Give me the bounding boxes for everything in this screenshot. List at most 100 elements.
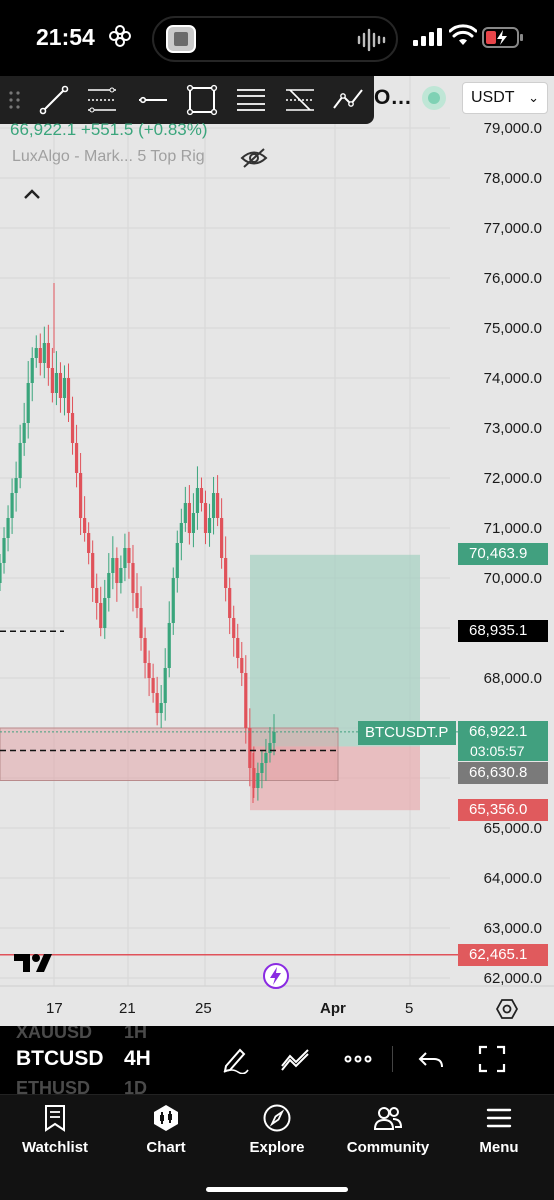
fib-retracement-icon[interactable] [84, 82, 120, 118]
time-axis-tick: Apr [320, 1000, 346, 1017]
candle-body [95, 588, 99, 603]
nav-explore[interactable]: Explore [222, 1095, 332, 1165]
bar-countdown: 03:05:57 [458, 743, 548, 761]
trend-line-icon[interactable] [36, 82, 72, 118]
candle-body [115, 558, 119, 583]
candle-body [163, 668, 167, 703]
chevron-down-icon: ⌄ [528, 90, 539, 105]
nav-chart[interactable]: Chart [111, 1095, 221, 1165]
candle-body [272, 731, 276, 743]
candle-body [123, 548, 127, 568]
currency-select[interactable]: USDT ⌄ [462, 82, 548, 114]
ghost-interval-above: 1H [124, 1026, 148, 1042]
candle-body [151, 678, 155, 693]
price-axis-tick: 63,000.0 [483, 920, 542, 937]
candle-body [26, 383, 30, 423]
candle-body [203, 503, 208, 533]
candle-body [215, 493, 220, 518]
flash-icon[interactable] [262, 962, 290, 990]
tradingview-logo [14, 954, 52, 972]
market-status-icon[interactable] [422, 86, 446, 110]
path-icon[interactable] [330, 82, 366, 118]
price-axis-tick: 72,000.0 [483, 470, 542, 487]
candle-body [171, 578, 175, 623]
price-axis-tick: 71,000.0 [483, 520, 542, 537]
candle-body [38, 348, 42, 363]
symbol-bar: XAUUSD 1H BTCUSD 4H ETHUSD 1D [0, 1026, 554, 1094]
status-bar: 21:54 [0, 0, 554, 76]
time-axis-tick: 21 [119, 1000, 136, 1017]
nav-menu[interactable]: Menu [444, 1095, 554, 1165]
pitchfork-icon[interactable] [282, 82, 318, 118]
symbol-truncated[interactable]: O... [374, 86, 412, 109]
candle-body [50, 368, 54, 393]
candle-body [131, 563, 135, 593]
candle-body [111, 558, 115, 573]
interval-picker[interactable]: 4H [124, 1047, 151, 1070]
hide-indicator-eye-icon[interactable] [240, 146, 268, 170]
indicator-legend[interactable]: LuxAlgo - Mark... 5 Top Rig [12, 148, 205, 165]
candle-body [119, 568, 123, 583]
candle-body [139, 608, 143, 638]
candle-body [268, 743, 272, 753]
menu-icon [486, 1108, 512, 1128]
candle-body [22, 423, 26, 443]
candle-body [0, 563, 2, 583]
candle-body [159, 703, 163, 713]
candle-body [264, 753, 268, 763]
nav-watchlist[interactable]: Watchlist [0, 1095, 110, 1165]
candle-body [135, 593, 139, 608]
symbol-price-label: BTCUSDT.P [358, 721, 456, 745]
ghost-symbol-below: ETHUSD [16, 1078, 91, 1094]
candle-body [6, 518, 10, 538]
island-thumbnail [166, 25, 196, 53]
candle-body [99, 603, 103, 628]
candle-body [46, 343, 50, 368]
candle-body [78, 473, 83, 518]
price-axis-tick: 78,000.0 [483, 170, 542, 187]
compass-icon [263, 1104, 291, 1132]
chart-canvas[interactable] [0, 76, 554, 1026]
order-block-zone [0, 728, 338, 781]
parallel-channel-icon[interactable] [233, 82, 269, 118]
dynamic-island[interactable] [152, 16, 398, 62]
drawing-pen-icon[interactable] [220, 1044, 250, 1074]
fullscreen-icon[interactable] [477, 1044, 507, 1074]
candle-body [10, 493, 14, 518]
candle-body [240, 658, 244, 673]
candle-body [244, 673, 248, 728]
stop-loss-zone [250, 746, 420, 811]
nav-label: Watchlist [21, 1139, 89, 1156]
candle-body [248, 728, 252, 768]
candle-body [236, 638, 240, 658]
chart-settings-icon[interactable] [496, 998, 518, 1020]
stop-loss-price-tag: 65,356.0 [458, 799, 548, 821]
candle-body [224, 558, 228, 588]
candle-body [103, 598, 107, 628]
more-icon[interactable] [343, 1044, 373, 1074]
drag-handle-icon[interactable] [8, 90, 22, 110]
candle-body [127, 548, 131, 563]
chart-area[interactable]: O... USDT ⌄ 66,922.1 +551.5 (+0.83%) Lux… [0, 76, 554, 1026]
horizontal-line-icon[interactable] [135, 82, 171, 118]
ghost-interval-below: 1D [124, 1078, 148, 1094]
nav-label: Explore [249, 1139, 305, 1156]
candle-body [167, 623, 171, 668]
nav-community[interactable]: Community [333, 1095, 443, 1165]
price-axis-tick: 74,000.0 [483, 370, 542, 387]
candle-body [87, 533, 91, 553]
indicators-icon[interactable] [280, 1044, 310, 1074]
undo-icon[interactable] [416, 1044, 446, 1074]
collapse-legend-chevron-icon[interactable] [20, 184, 44, 204]
candle-body [66, 378, 71, 413]
home-indicator [206, 1187, 348, 1192]
candle-body [34, 348, 38, 358]
community-icon [373, 1107, 403, 1130]
candle-body [232, 618, 236, 638]
time-axis-tick: 17 [46, 1000, 63, 1017]
rectangle-icon[interactable] [184, 82, 220, 118]
candle-body [191, 513, 196, 533]
candle-body [2, 538, 6, 563]
symbol-picker[interactable]: BTCUSD [16, 1047, 104, 1070]
price-axis-tick: 76,000.0 [483, 270, 542, 287]
